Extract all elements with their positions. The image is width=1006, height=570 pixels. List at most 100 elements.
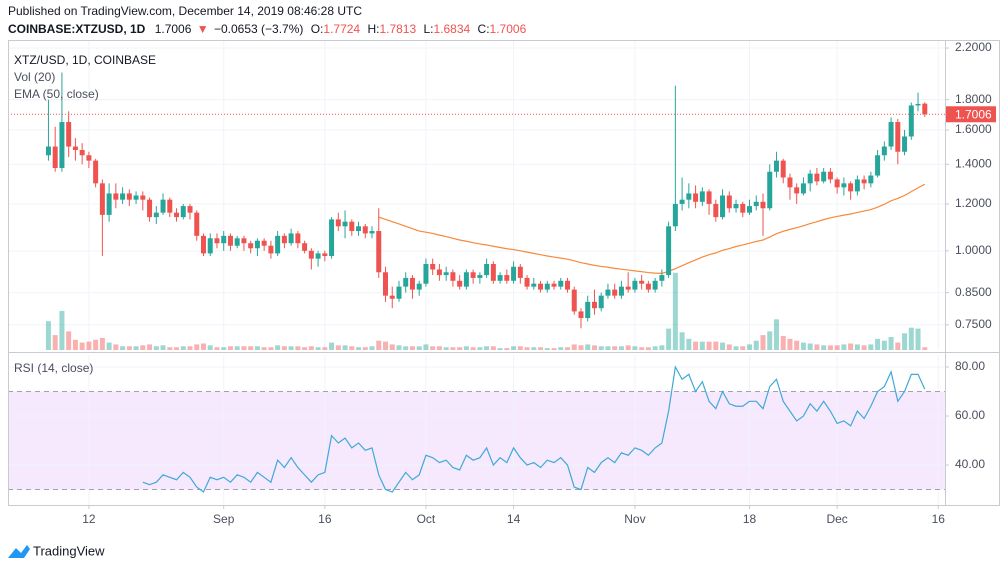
candle-body [295,233,301,244]
candle-body [86,155,92,161]
volume-bar [389,344,395,350]
candle-body [268,245,274,254]
volume-bar [436,346,442,350]
y-tick-label: 1.4000 [955,156,992,170]
volume-bar [780,336,786,350]
volume-bar [200,343,206,350]
candle-body [302,243,308,251]
candle-body [93,160,99,184]
volume-bar [268,347,274,350]
high-label: H: [367,22,379,36]
volume-bar [382,341,388,350]
candle-body [733,203,739,209]
volume-bar [167,347,173,350]
candle-body [153,212,159,218]
symbol-line: COINBASE:XTZUSD, 1D 1.7006 ▼ −0.0653 (−3… [8,22,527,36]
volume-bar [585,344,591,350]
candle-body [807,173,813,184]
candle-body [814,173,820,182]
brand-logo: TradingView [8,543,105,558]
volume-bar [484,346,490,350]
candle-body [356,226,362,232]
candle-body [403,277,409,287]
candle-body [753,201,759,207]
candle-body [140,195,146,200]
volume-bar [52,335,58,350]
volume-bar [902,333,908,350]
candle-body [760,201,766,209]
candle-body [174,212,180,218]
volume-bar [800,342,806,350]
volume-bar [308,346,314,350]
volume-bar [578,345,584,350]
candle-body [160,199,166,213]
volume-bar [706,341,712,350]
volume-bar [511,346,517,350]
volume-bar [66,331,72,350]
volume-bar [538,347,544,350]
candle-body [868,175,874,184]
candle-body [895,122,901,152]
volume-bar [868,344,874,350]
candle-body [484,264,490,276]
candle-body [551,283,557,287]
x-tick-label: 18 [743,512,757,526]
volume-bar [369,346,375,350]
volume-bar [875,338,881,350]
candle-body [113,193,119,200]
candle-body [821,171,827,182]
candle-body [672,203,678,227]
candle-body [524,277,530,287]
close-value: 1.7006 [490,22,527,36]
y-tick-label: 1.0000 [955,243,992,257]
volume-bar [605,346,611,350]
candle-body [585,301,591,319]
volume-bar [477,347,483,350]
volume-bar [194,344,200,350]
volume-bar [342,345,348,350]
candle-body [834,179,840,188]
volume-bar [153,346,159,350]
candle-body [888,122,894,147]
volume-bar [463,346,469,350]
volume-bar [470,347,476,350]
candle-body [632,280,638,290]
candle-body [787,177,793,188]
x-tick-label: 16 [932,512,946,526]
candle-body [281,235,287,244]
candle-body [706,191,712,204]
volume-bar [430,346,436,350]
volume-bar [126,346,132,350]
close-label: C: [478,22,490,36]
candle-body [490,264,496,281]
last-price: 1.7006 [155,22,192,36]
volume-bar [645,347,651,350]
candle-body [477,275,483,278]
volume-bar [45,321,51,350]
volume-bar [86,341,92,350]
y-tick-label: 1.2000 [955,196,992,210]
volume-bar [922,347,928,350]
candle-body [187,206,193,213]
volume-bar [666,328,672,350]
candle-body [308,250,314,259]
candle-body [922,103,928,115]
candle-body [126,193,132,200]
volume-bar [133,346,139,350]
volume-bar [625,345,631,350]
volume-bar [322,347,328,350]
candle-body [463,272,469,287]
candle-body [854,179,860,192]
candle-body [666,226,672,276]
y-tick-label: 2.2000 [955,40,992,54]
candle-body [430,264,436,270]
volume-bar [376,340,382,350]
rsi-tick-label: 40.00 [955,457,985,471]
volume-bar [753,340,759,350]
volume-bar [807,343,813,350]
candle-body [241,238,247,244]
volume-bar [881,340,887,350]
candle-body [531,283,537,287]
rsi-tick-label: 60.00 [955,408,985,422]
